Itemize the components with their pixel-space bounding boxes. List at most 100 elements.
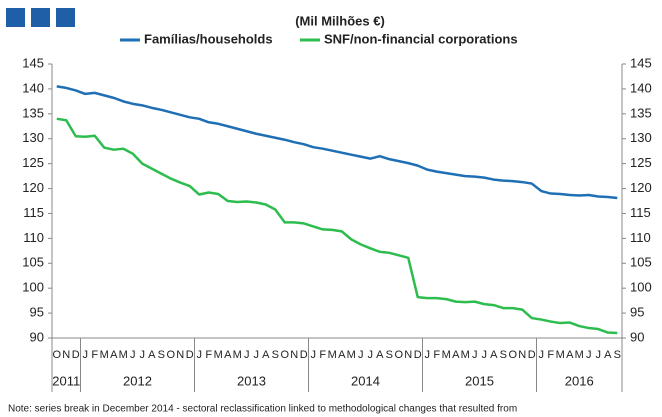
x-tick-label: F [319,349,326,361]
x-tick-label: O [52,349,61,361]
x-tick-label: F [547,349,554,361]
x-tick-label: A [452,349,460,361]
y2-tick-label: 140 [630,80,652,95]
y2-tick-label: 145 [630,55,652,70]
x-tick-label: A [148,349,156,361]
y-tick-label: 90 [30,329,44,344]
x-tick-label: J [425,349,431,361]
x-tick-label: J [472,349,478,361]
x-tick-label: A [490,349,498,361]
legend-label: SNF/non-financial corporations [324,31,518,46]
x-tick-label: M [328,349,337,361]
x-tick-label: F [91,349,98,361]
x-tick-label: N [62,349,70,361]
x-tick-label: J [596,349,602,361]
x-tick-label: A [376,349,384,361]
x-tick-label: J [311,349,317,361]
x-tick-label: M [556,349,565,361]
x-tick-label: J [140,349,146,361]
x-tick-label: D [414,349,422,361]
y2-tick-label: 125 [630,155,652,170]
x-tick-label: M [347,349,356,361]
x-tick-label: D [528,349,536,361]
x-tick-label: F [205,349,212,361]
data-line [56,85,618,200]
x-tick-label: N [518,349,526,361]
x-tick-label: M [119,349,128,361]
legend-label: Famílias/households [144,31,273,46]
x-tick-label: A [566,349,574,361]
x-tick-label: D [300,349,308,361]
x-tick-label: A [110,349,118,361]
x-tick-label: M [461,349,470,361]
y-tick-label: 120 [22,180,44,195]
x-tick-label: N [176,349,184,361]
x-tick-label: A [262,349,270,361]
x-tick-label: J [586,349,592,361]
x-tick-label: M [214,349,223,361]
x-tick-label: M [575,349,584,361]
x-tick-label: J [358,349,364,361]
chart-title: (Mil Milhões €) [295,13,385,28]
x-tick-label: A [604,349,612,361]
x-tick-label: J [130,349,136,361]
y-tick-label: 135 [22,105,44,120]
logo-square [6,8,25,27]
x-tick-label: O [508,349,517,361]
year-label: 2014 [351,373,380,388]
year-label: 2015 [465,373,494,388]
y-tick-label: 140 [22,80,44,95]
y-tick-label: 100 [22,280,44,295]
y-tick-label: 110 [23,230,44,245]
x-tick-label: D [186,349,194,361]
x-tick-label: A [224,349,232,361]
year-label: 2012 [123,373,152,388]
x-tick-label: S [500,349,507,361]
y2-tick-label: 135 [630,105,652,120]
x-tick-label: J [254,349,260,361]
y-tick-label: 130 [22,130,44,145]
y2-tick-label: 90 [630,329,644,344]
x-tick-label: M [233,349,242,361]
y-tick-label: 145 [22,55,44,70]
x-tick-label: N [290,349,298,361]
x-tick-label: M [442,349,451,361]
x-tick-label: D [72,349,80,361]
y-tick-label: 105 [22,255,44,270]
x-tick-label: S [158,349,165,361]
y2-tick-label: 130 [630,130,652,145]
y-tick-label: 95 [30,305,44,320]
x-tick-label: J [368,349,374,361]
y2-tick-label: 100 [630,280,652,295]
note: Note: series break in December 2014 - se… [8,404,517,415]
x-tick-label: S [614,349,621,361]
x-tick-label: J [539,349,545,361]
year-label: 2016 [565,373,594,388]
logo-square [31,8,50,27]
y2-tick-label: 115 [630,205,651,220]
y-tick-label: 115 [23,205,44,220]
y2-tick-label: 95 [630,305,644,320]
year-label: 2011 [52,373,80,388]
x-tick-label: S [386,349,393,361]
x-tick-label: S [272,349,279,361]
y2-tick-label: 120 [630,180,652,195]
x-tick-label: A [338,349,346,361]
logo-square [56,8,75,27]
x-tick-label: O [166,349,175,361]
data-line [56,117,618,335]
x-tick-label: O [280,349,289,361]
x-tick-label: J [244,349,250,361]
x-tick-label: O [394,349,403,361]
x-tick-label: F [433,349,440,361]
x-tick-label: M [100,349,109,361]
x-tick-label: N [404,349,412,361]
x-tick-label: J [197,349,203,361]
x-tick-label: J [83,349,89,361]
y2-tick-label: 110 [630,230,651,245]
x-tick-label: J [482,349,488,361]
year-label: 2013 [237,373,266,388]
y-tick-label: 125 [22,155,44,170]
y2-tick-label: 105 [630,255,652,270]
